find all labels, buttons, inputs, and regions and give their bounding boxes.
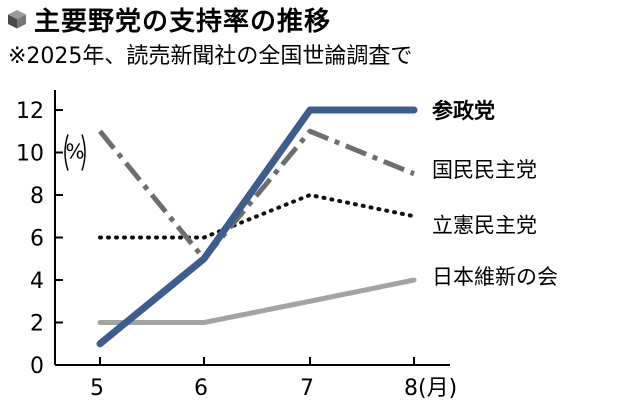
y-unit-label: %: [65, 140, 84, 164]
chart-subtitle: ※2025年、読売新聞社の全国世論調査で: [8, 44, 413, 69]
y-tick-label: 0: [30, 354, 44, 379]
y-tick-label: 12: [16, 99, 44, 124]
x-tick-label: 8(月): [404, 376, 457, 400]
y-tick-label: 2: [30, 312, 44, 337]
y-tick-label: 4: [30, 269, 44, 294]
chart-title: 主要野党の支持率の推移: [34, 6, 332, 37]
y-tick-label: 6: [30, 227, 44, 252]
series-line-立憲民主党: [98, 193, 416, 240]
series-lines: [96, 106, 418, 348]
axes: [54, 90, 450, 366]
series-line-国民民主党: [98, 128, 415, 262]
unit-paren-left: [64, 134, 69, 171]
series-label: 日本維新の会: [432, 265, 558, 289]
y-tick-label: 10: [16, 142, 44, 167]
unit-paren-right: [81, 134, 86, 171]
x-tick-label: 6: [194, 376, 208, 400]
series-label: 参政党: [432, 99, 495, 123]
series-label: 国民民主党: [432, 158, 537, 182]
x-ticks: 5 6 7 8(月): [90, 357, 457, 400]
series-line-参政党: [96, 106, 418, 348]
y-ticks: 0 2 4 6 8 10 12%: [16, 99, 86, 379]
series-line-日本維新の会: [97, 277, 417, 325]
cube-icon: [8, 10, 26, 29]
title-row: 主要野党の支持率の推移: [6, 2, 332, 37]
y-tick-label: 8: [30, 184, 44, 209]
x-tick-label: 5: [90, 376, 104, 400]
x-tick-label: 7: [300, 376, 314, 400]
series-label: 立憲民主党: [432, 213, 537, 237]
